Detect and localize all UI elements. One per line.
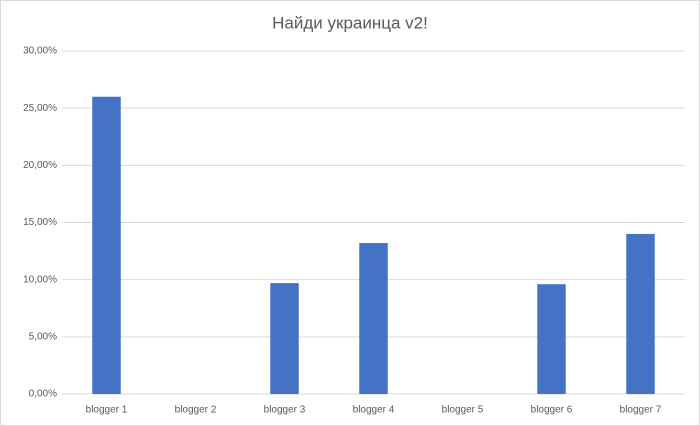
- y-tick-label: 5,00%: [29, 331, 57, 342]
- y-tick-label: 15,00%: [23, 217, 57, 228]
- x-tick-label: blogger 6: [531, 405, 573, 416]
- bar: [92, 96, 121, 394]
- x-tick-label: blogger 5: [442, 405, 484, 416]
- y-tick-label: 0,00%: [29, 389, 57, 400]
- y-tick-label: 30,00%: [23, 46, 57, 57]
- x-tick-label: blogger 2: [175, 405, 217, 416]
- x-tick-label: blogger 1: [86, 405, 128, 416]
- y-tick-label: 10,00%: [23, 274, 57, 285]
- y-tick-label: 25,00%: [23, 103, 57, 114]
- bar: [626, 233, 655, 394]
- x-tick-label: blogger 7: [620, 405, 662, 416]
- x-tick-label: blogger 3: [264, 405, 306, 416]
- chart-title: Найди украинца v2!: [272, 13, 428, 32]
- bar: [537, 284, 566, 394]
- bar: [359, 243, 388, 394]
- x-tick-label: blogger 4: [353, 405, 395, 416]
- bar: [270, 283, 299, 394]
- y-tick-label: 20,00%: [23, 160, 57, 171]
